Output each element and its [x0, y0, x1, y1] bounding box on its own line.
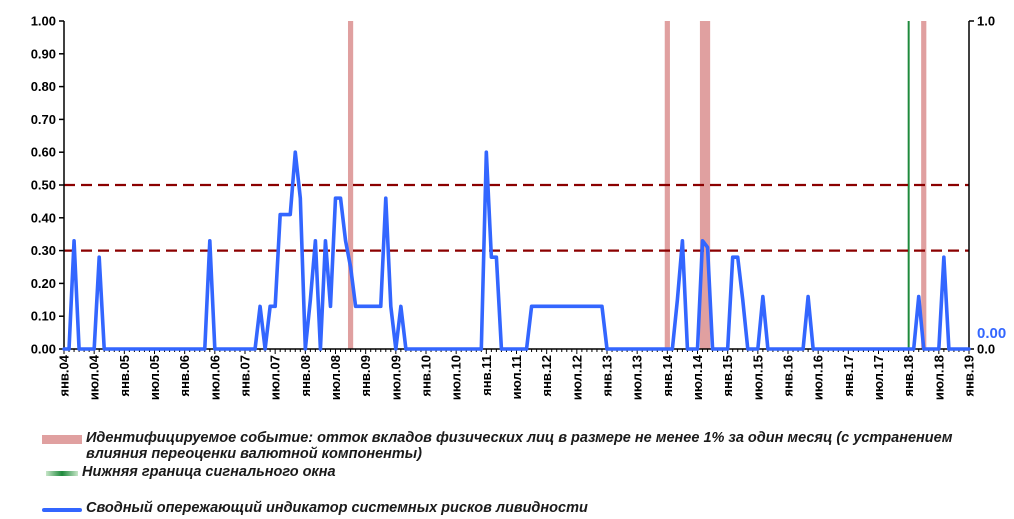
x-tick-label: янв.15: [720, 355, 735, 397]
x-tick-label: янв.17: [841, 355, 856, 397]
x-tick-label: янв.11: [479, 355, 494, 396]
legend-event: Идентифицируемое событие: отток вкладов …: [42, 430, 1012, 462]
x-tick-label: янв.14: [660, 354, 675, 396]
y-tick-label: 0.30: [31, 243, 56, 258]
x-tick-label: июл.06: [207, 355, 222, 400]
y2-tick-label: 1.0: [977, 14, 995, 29]
x-tick-label: янв.10: [419, 355, 434, 397]
x-tick-label: июл.17: [871, 355, 886, 400]
window-swatch: [46, 471, 78, 476]
legend-indicator-label: Сводный опережающий индикатор системных …: [86, 500, 588, 516]
x-tick-label: янв.18: [901, 355, 916, 397]
x-tick-label: июл.14: [690, 354, 705, 400]
y-tick-label: 0.80: [31, 79, 56, 94]
x-tick-label: янв.13: [600, 355, 615, 397]
x-tick-label: янв.08: [298, 355, 313, 397]
signal-window-line: [907, 21, 910, 349]
x-tick-label: янв.16: [781, 355, 796, 397]
x-tick-label: июл.11: [509, 355, 524, 399]
x-tick-label: июл.18: [931, 355, 946, 400]
indicator-swatch: [42, 508, 82, 512]
x-tick-label: июл.09: [388, 355, 403, 400]
y-tick-label: 0.00: [31, 342, 56, 357]
y-tick-label: 0.40: [31, 210, 56, 225]
y-tick-label: 0.50: [31, 178, 56, 193]
x-tick-label: янв.05: [117, 355, 132, 397]
event-swatch: [42, 435, 82, 444]
x-tick-label: июл.12: [569, 355, 584, 400]
x-tick-label: июл.16: [811, 355, 826, 400]
y-tick-label: 0.10: [31, 309, 56, 324]
x-tick-label: янв.06: [177, 355, 192, 397]
legend-event-label: Идентифицируемое событие: отток вкладов …: [86, 430, 953, 462]
indicator-line: [62, 150, 971, 351]
x-tick-label: июл.07: [268, 355, 283, 400]
x-tick-label: июл.05: [147, 355, 162, 400]
event-band: [347, 21, 354, 349]
liquidity-risk-chart: 0.00 0.10 0.20 0.30 0.40 0.50 0.60 0.70 0.80 0.90…: [31, 14, 1007, 401]
x-tick-label: июл.10: [449, 355, 464, 400]
x-tick-label: июл.13: [630, 355, 645, 400]
end-value-label: 0.00: [977, 325, 1006, 342]
y-tick-label: 1.00: [31, 14, 56, 29]
y-tick-label: 0.70: [31, 112, 56, 127]
tick-labels: 0.00 0.10 0.20 0.30 0.40 0.50 0.60 0.70 0.80 0.90…: [31, 14, 1007, 401]
axes: [59, 20, 974, 354]
x-tick-label: янв.19: [962, 355, 977, 397]
x-tick-label: янв.09: [358, 355, 373, 397]
x-tick-label: янв.12: [539, 355, 554, 397]
indicator-series: [62, 150, 971, 351]
y-tick-label: 0.90: [31, 46, 56, 61]
y2-tick-label: 0.0: [977, 342, 995, 357]
legend-indicator: Сводный опережающий индикатор системных …: [42, 500, 588, 516]
y-tick-label: 0.20: [31, 276, 56, 291]
x-tick-label: июл.08: [328, 355, 343, 400]
event-band: [704, 21, 711, 349]
y-tick-label: 0.60: [31, 145, 56, 160]
x-tick-label: янв.07: [238, 355, 253, 397]
x-tick-label: июл.15: [750, 355, 765, 400]
threshold-lines: [64, 183, 969, 252]
x-tick-label: июл.04: [87, 354, 102, 400]
x-tick-label: янв.04: [57, 354, 72, 396]
legend-window-label: Нижняя граница сигнального окна: [82, 464, 336, 480]
legend-window: Нижняя граница сигнального окна: [42, 464, 336, 480]
